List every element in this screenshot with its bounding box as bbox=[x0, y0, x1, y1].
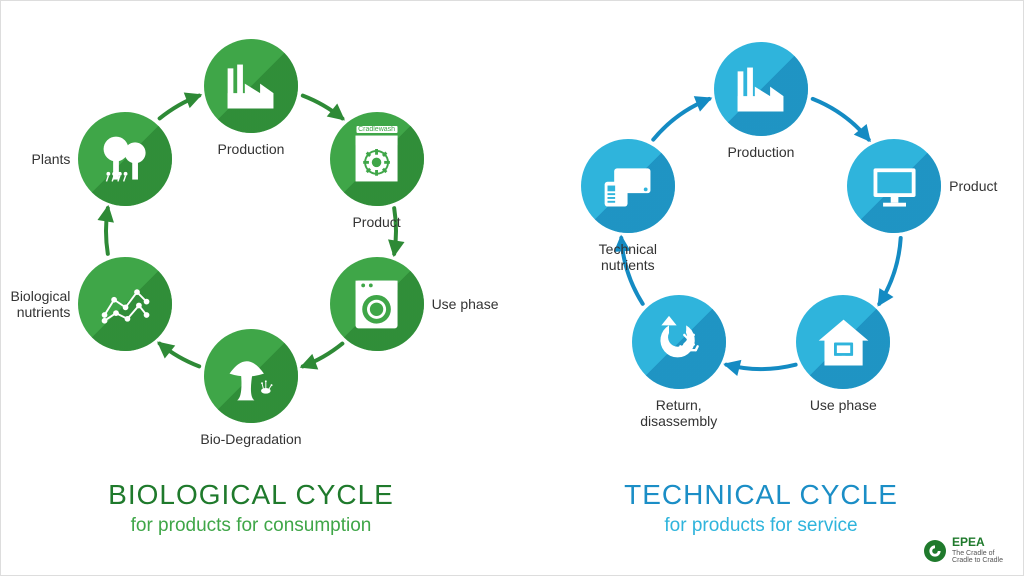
technical-label-1: Product bbox=[949, 178, 997, 194]
cradlewash-icon bbox=[346, 128, 407, 189]
technical-label-0: Production bbox=[728, 144, 795, 160]
technical-label-4: Technical nutrients bbox=[599, 241, 657, 273]
technical-node-factory bbox=[714, 42, 808, 136]
logo-tagline: The Cradle of Cradle to Cradle bbox=[952, 550, 1003, 565]
factory-icon bbox=[730, 58, 791, 119]
technical-node-monitor bbox=[847, 139, 941, 233]
mushroom-icon bbox=[220, 345, 281, 406]
house-icon bbox=[813, 312, 874, 373]
monitor-icon bbox=[864, 155, 925, 216]
epea-logo: EPEA The Cradle of Cradle to Cradle bbox=[924, 536, 1003, 565]
logo-mark-icon bbox=[924, 540, 946, 562]
technical-node-return bbox=[632, 295, 726, 389]
technical-label-2: Use phase bbox=[810, 397, 877, 413]
washer-icon bbox=[346, 273, 407, 334]
return-icon bbox=[648, 312, 709, 373]
factory-icon bbox=[220, 55, 281, 116]
product-banner: Cradlewash bbox=[356, 126, 397, 133]
devices-icon bbox=[597, 155, 658, 216]
logo-brand: EPEA bbox=[952, 536, 1003, 549]
technical-node-devices bbox=[581, 139, 675, 233]
technical-title: TECHNICAL CYCLE bbox=[511, 479, 1011, 511]
technical-node-house bbox=[796, 295, 890, 389]
technical-subtitle: for products for service bbox=[511, 515, 1011, 537]
technical-label-3: Return, disassembly bbox=[640, 397, 717, 429]
molecules-icon bbox=[95, 273, 156, 334]
trees-icon bbox=[95, 128, 156, 189]
